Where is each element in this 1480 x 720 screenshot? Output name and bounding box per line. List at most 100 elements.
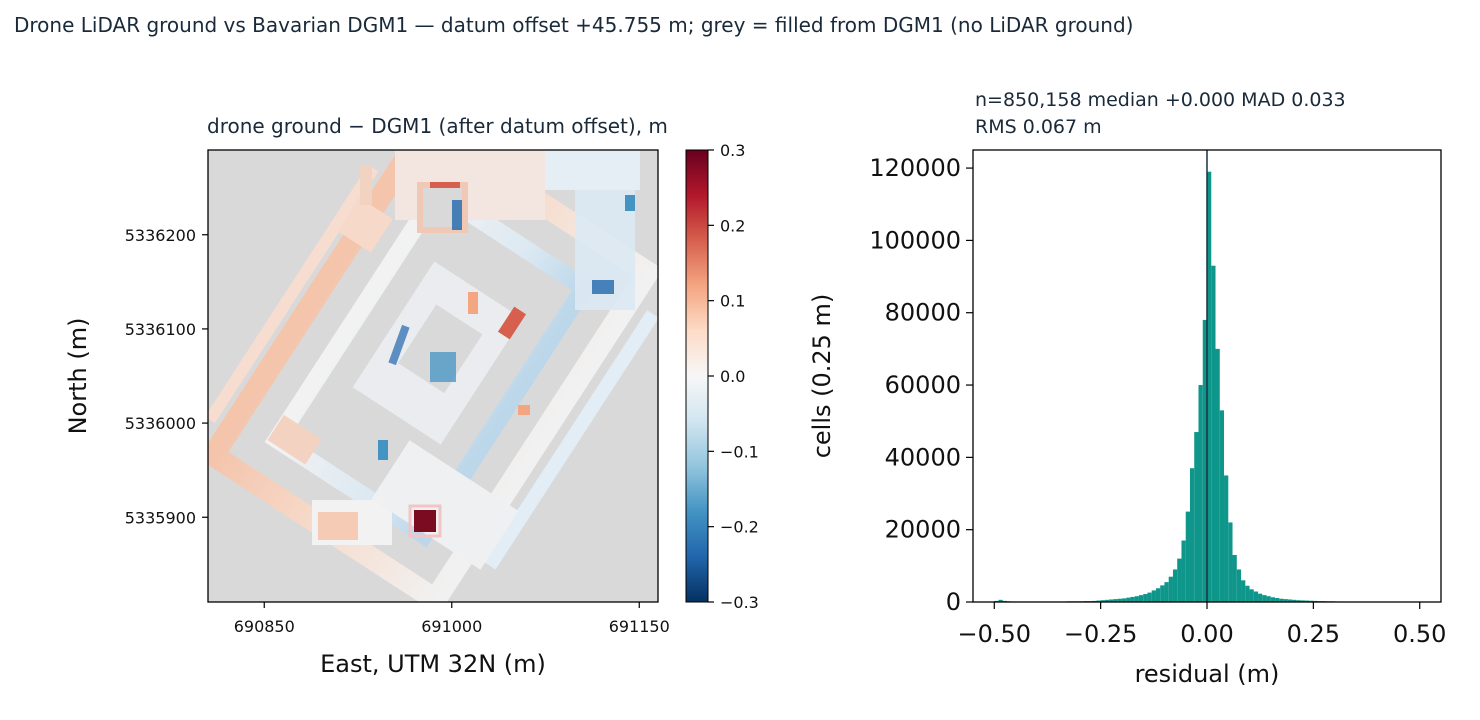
histogram-bar [1245, 585, 1250, 602]
histogram-bar [1164, 582, 1169, 602]
histogram-bar [1121, 598, 1127, 602]
histogram-bar [1228, 522, 1233, 602]
histogram-x-ticks: −0.50 −0.25 0.00 0.25 0.50 [957, 602, 1446, 648]
histogram-bar [1207, 171, 1212, 603]
histogram-bar [1236, 569, 1242, 602]
histogram-y-axis-label: cells (0.25 m) [808, 294, 836, 459]
map-courtyard-core [398, 304, 483, 394]
histogram-bar [1194, 432, 1199, 602]
histogram-bar [1304, 600, 1310, 602]
histogram-stats-line-2: RMS 0.067 m [975, 116, 1102, 138]
histogram-y-ticks: 0 20000 40000 60000 80000 100000 120000 [869, 154, 973, 616]
colorbar-tick-label: 0.2 [720, 216, 745, 235]
map-anomaly-blue-4 [452, 200, 462, 230]
histogram-bar [1202, 319, 1207, 602]
histogram-bar [1113, 599, 1118, 602]
map-anomaly-hotspot [414, 510, 436, 532]
map-y-tick-label: 5335900 [125, 508, 196, 527]
map-side-strip-west [208, 164, 379, 424]
histogram-bar [1151, 590, 1156, 602]
histogram-bar [1287, 599, 1293, 602]
histogram-bar [1232, 554, 1237, 602]
histogram-bars [994, 171, 1420, 603]
map-y-tick-label: 5336100 [125, 320, 196, 339]
histogram-bar [1134, 596, 1139, 602]
map-raster [208, 150, 658, 602]
histogram-bar [1138, 595, 1144, 602]
map-left-fragment-1 [337, 197, 393, 253]
histogram-bar [1224, 475, 1229, 602]
colorbar: −0.3 −0.2 −0.1 0.0 0.1 0.2 0.3 [685, 141, 759, 612]
histogram-bar [1262, 595, 1267, 602]
map-y-ticks: 5335900 5336000 5336100 5336200 [125, 226, 208, 527]
histogram-bar [1215, 348, 1220, 602]
histogram-bar [1258, 593, 1263, 602]
histogram-bar [1189, 468, 1195, 602]
map-y-axis-label: North (m) [64, 318, 92, 435]
map-y-tick-label: 5336000 [125, 414, 196, 433]
map-anomaly-blue-2 [388, 324, 410, 366]
map-anomaly-red-2 [468, 292, 478, 314]
histogram-stats-line-1: n=850,158 median +0.000 MAD 0.033 [975, 89, 1346, 111]
map-x-axis-label: East, UTM 32N (m) [320, 650, 546, 678]
map-anomaly-red-3 [430, 182, 460, 188]
histogram-bar [1296, 600, 1301, 602]
histogram-bar [1126, 597, 1131, 602]
histogram-bar [1279, 598, 1284, 602]
map-x-tick-label: 690850 [234, 617, 295, 636]
colorbar-gradient [685, 149, 709, 603]
histogram-bar [1109, 599, 1114, 602]
colorbar-tick-label: 0.3 [720, 141, 745, 160]
histogram-bar [1168, 576, 1173, 602]
histogram-y-tick-label: 60000 [885, 371, 961, 399]
histogram-x-axis-label: residual (m) [1135, 660, 1280, 688]
colorbar-tick-label: −0.1 [720, 442, 759, 461]
map-anomaly-hotspot-halo [408, 504, 442, 538]
histogram-y-tick-label: 80000 [885, 299, 961, 327]
colorbar-tick-label: 0.1 [720, 292, 745, 311]
histogram-y-tick-label: 100000 [869, 226, 961, 254]
histogram-bar [1219, 410, 1225, 602]
histogram-bar [1198, 385, 1203, 602]
histogram-bar [1275, 598, 1280, 602]
figure-suptitle: Drone LiDAR ground vs Bavarian DGM1 — da… [14, 13, 1133, 37]
histogram-bar [1181, 540, 1186, 602]
map-anomaly-blue-1 [430, 352, 456, 382]
residual-map-panel: drone ground − DGM1 (after datum offset)… [64, 114, 670, 678]
histogram-bar [1117, 598, 1122, 602]
histogram-x-tick-label: −0.25 [1064, 620, 1138, 648]
histogram-bar [1292, 599, 1297, 602]
colorbar-tick-label: −0.2 [720, 518, 759, 537]
map-bottom-road [371, 440, 519, 570]
histogram-bar [1211, 265, 1216, 602]
histogram-bar [1143, 594, 1148, 602]
histogram-bar [1172, 569, 1178, 602]
histogram-y-tick-label: 20000 [885, 516, 961, 544]
histogram-bar [1266, 596, 1271, 602]
map-anomaly-blue-3 [592, 280, 614, 294]
histogram-x-tick-label: −0.50 [957, 620, 1031, 648]
map-anomaly-blue-5 [625, 195, 635, 211]
map-anomaly-red-4 [518, 405, 530, 415]
histogram-bar [1177, 558, 1182, 602]
histogram-y-tick-label: 120000 [869, 154, 961, 182]
map-anomaly-red-1 [497, 306, 527, 340]
map-frame [207, 149, 659, 603]
histogram-bar [1253, 591, 1259, 602]
histogram-bar [998, 599, 1003, 602]
map-anomaly-blue-6 [378, 440, 388, 460]
histogram-bar [1185, 511, 1190, 602]
map-lower-left-block [318, 512, 358, 540]
map-left-fragment-2 [360, 165, 372, 205]
histogram-bar [1147, 592, 1152, 602]
histogram-bar [1241, 580, 1246, 602]
histogram-y-tick-label: 40000 [885, 443, 961, 471]
map-x-ticks: 690850 691000 691150 [234, 602, 670, 636]
histogram-bar [1104, 599, 1110, 602]
map-y-tick-label: 5336200 [125, 226, 196, 245]
histogram-bar [1155, 588, 1161, 602]
histogram-bar [1100, 600, 1105, 602]
histogram-bar [1249, 589, 1254, 602]
histogram-bar [1130, 596, 1135, 602]
